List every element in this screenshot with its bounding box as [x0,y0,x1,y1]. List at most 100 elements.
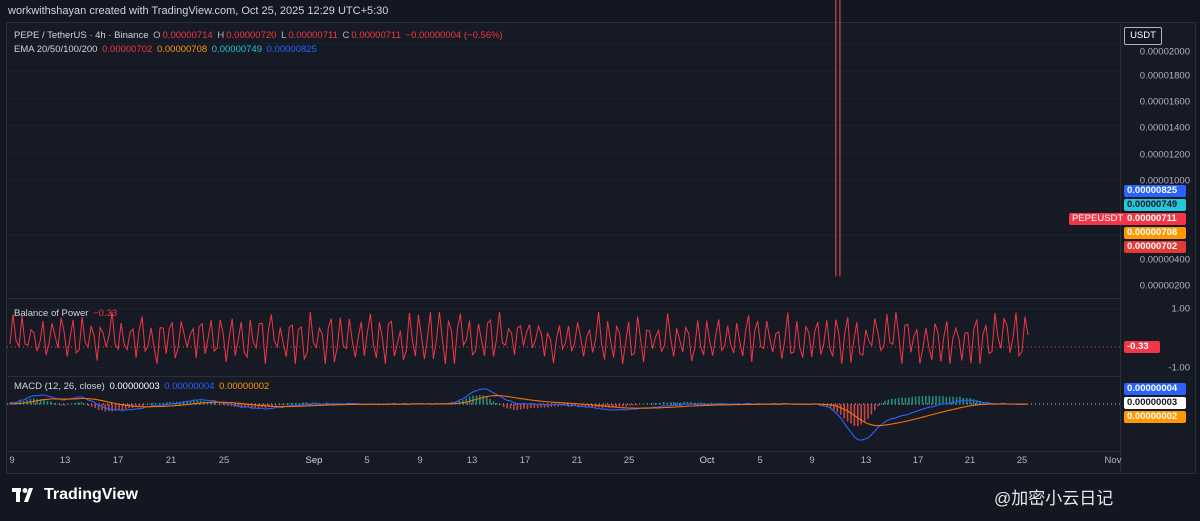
macd-histogram-bar [135,404,137,408]
macd-histogram-bar [36,399,39,405]
macd-histogram-bar [67,403,69,405]
macd-histogram-bar [925,395,927,405]
macd-histogram-bar [839,404,842,415]
macd-histogram-bar [210,402,212,405]
macd-histogram-bar [533,404,536,408]
macd-histogram-bar [707,403,709,405]
macd-histogram-bar [63,404,66,406]
bop-value: −0.33 [93,308,118,319]
attribution-text: workwithshayan created with TradingView.… [8,5,389,17]
macd-histogram-bar [189,400,192,405]
macd-histogram-bar [107,404,110,411]
ema-legend: EMA 20/50/100/200 0.00000702 0.00000708 … [14,44,319,55]
macd-histogram-bar [90,404,93,407]
macd-histogram-bar [679,402,682,405]
time-tick: 25 [218,455,230,466]
time-tick: 21 [571,455,583,466]
macd-histogram-bar [302,402,304,405]
macd-histogram-bar [904,397,907,405]
macd-hist-badge: 0.00000002 [1124,411,1186,423]
macd-histogram-bar [979,401,982,405]
time-axis-separator [7,451,1120,452]
time-tick: 5 [757,455,763,466]
macd-histogram-bar [274,404,277,406]
macd-histogram-bar [499,404,502,406]
macd-histogram-bar [254,404,256,408]
ohlc-o-label: O [153,30,161,41]
macd-histogram-bar [564,404,566,407]
macd-histogram-bar [509,404,512,409]
macd-histogram-bar [138,404,141,407]
macd-histogram-bar [73,403,76,405]
time-tick: 9 [9,455,15,466]
pane-separator[interactable] [7,376,1120,377]
macd-histogram-bar [625,404,628,407]
macd-line [9,388,1029,441]
macd-histogram-bar [244,404,246,408]
macd-histogram-bar [703,402,706,405]
price-axis[interactable]: 0.00002000 0.00001800 0.00001600 0.00001… [1120,22,1196,474]
time-tick: Oct [699,455,715,466]
macd-histogram-bar [485,396,488,405]
macd-histogram-bar [581,404,583,407]
macd-histogram-bar [513,404,515,410]
macd-histogram-bar [267,404,270,407]
macd-histogram-bar [169,401,171,405]
macd-histogram-bar [649,403,651,405]
ohlc-c-value: 0.00000711 [351,30,401,41]
macd-histogram-bar [846,404,849,422]
watermark-text: @加密小云日记 [994,489,1114,508]
macd-histogram-bar [850,404,852,424]
macd-histogram-bar [148,403,151,405]
macd-histogram-bar [84,403,86,405]
macd-histogram-bar [615,404,617,408]
macd-histogram-bar [295,402,297,405]
macd-histogram-bar [291,403,294,405]
macd-histogram-bar [945,396,948,405]
ohlc-h-label: H [217,30,225,41]
time-tick: 25 [1016,455,1028,466]
macd-histogram-bar [543,404,546,408]
macd-histogram-bar [826,404,828,407]
macd-histogram-bar [822,404,825,407]
macd-histogram-bar [553,404,556,407]
macd-histogram-bar [547,404,549,408]
macd-histogram-bar [843,404,845,419]
macd-legend: MACD (12, 26, close) 0.00000003 0.000000… [14,381,271,392]
macd-histogram-bar [121,404,124,411]
macd-histogram-bar [281,404,284,406]
macd-histogram-bar [216,404,219,405]
macd-signal-badge: 0.00000004 [1124,383,1186,395]
macd-histogram-bar [986,402,988,405]
tradingview-logo[interactable]: TradingView [12,486,138,504]
macd-histogram-bar [622,404,624,407]
macd-histogram-bar [560,404,563,407]
macd-histogram-bar [935,395,937,405]
macd-histogram-bar [97,404,100,411]
macd-histogram-bar [860,404,862,425]
chart-frame[interactable] [6,22,1196,474]
bop-tick: 1.00 [1171,303,1191,315]
macd-histogram-bar [584,404,587,408]
macd-histogram-bar [278,404,280,405]
macd-histogram-bar [611,404,614,408]
bop-tick: -1.00 [1168,362,1190,374]
macd-histogram-bar [690,402,692,405]
bop-value-badge: -0.33 [1124,341,1160,353]
macd-histogram-bar [829,404,832,408]
currency-badge[interactable]: USDT [1124,27,1162,45]
macd-histogram-bar [536,404,539,409]
pane-separator[interactable] [7,298,1120,299]
price-tick: 0.00000400 [1139,254,1190,266]
macd-histogram-bar [145,404,147,405]
macd-histogram-bar [162,402,165,405]
macd-histogram-bar [465,398,468,405]
macd-histogram-bar [952,396,954,405]
time-tick: 13 [860,455,872,466]
macd-histogram-bar [60,404,62,406]
time-tick: 9 [417,455,423,466]
macd-histogram-bar [492,401,495,405]
macd-histogram-bar [152,402,154,405]
